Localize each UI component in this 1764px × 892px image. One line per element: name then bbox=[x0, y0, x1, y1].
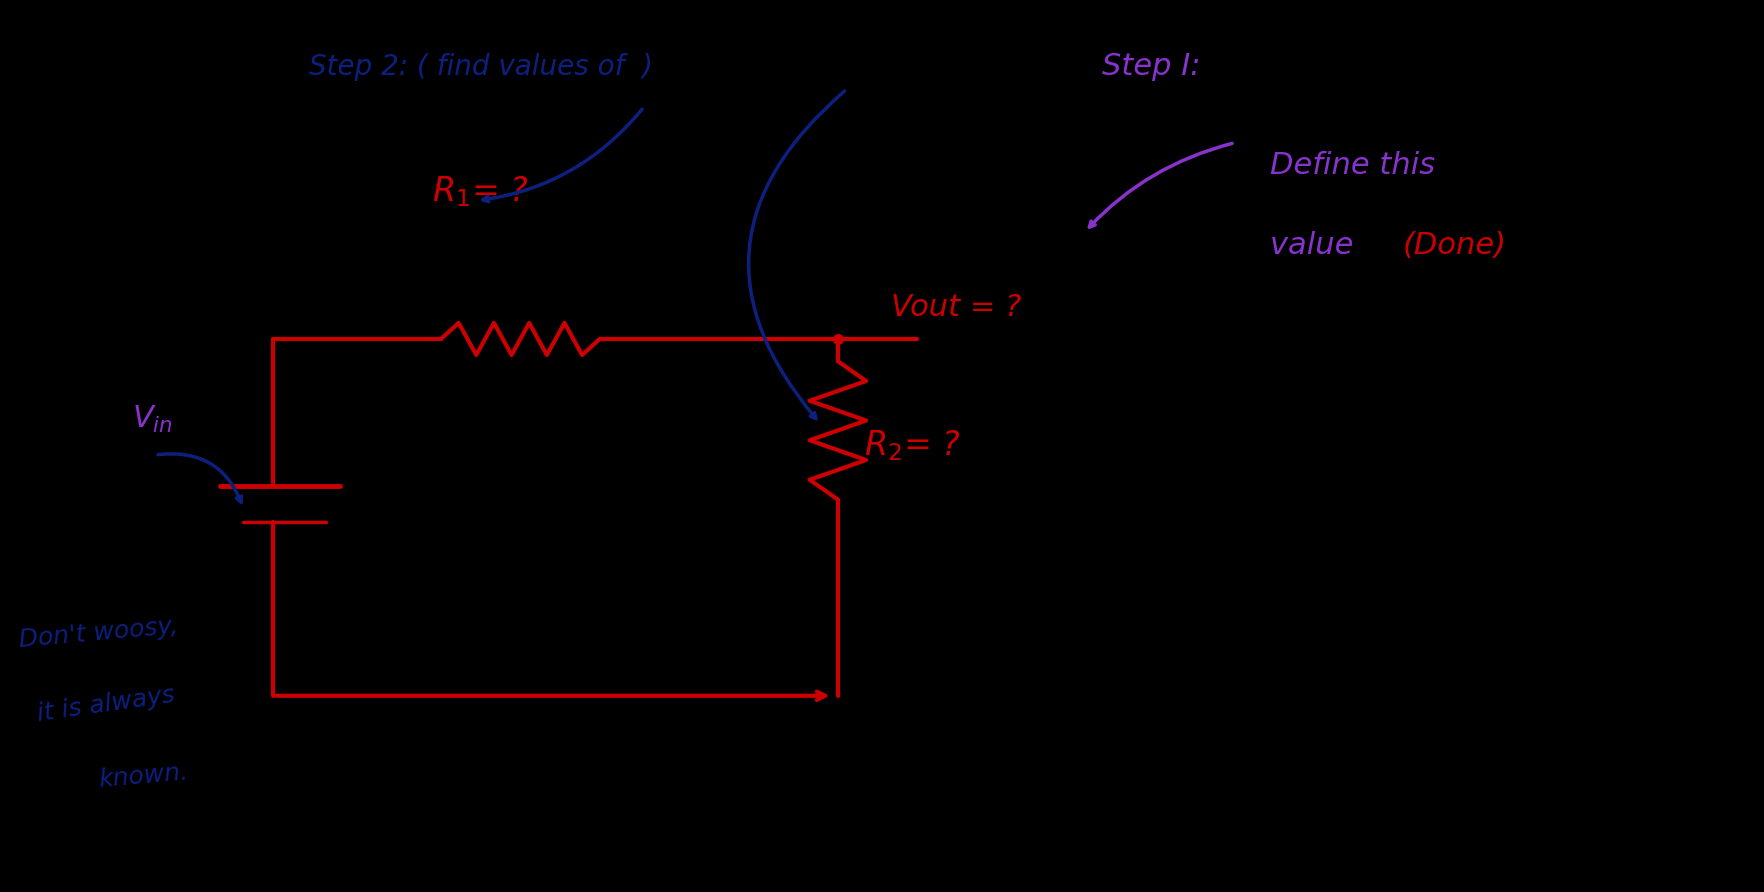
Text: (Done): (Done) bbox=[1402, 231, 1506, 260]
Text: $R_2$= ?: $R_2$= ? bbox=[864, 429, 961, 463]
Text: Step 2: ( find values of  ): Step 2: ( find values of ) bbox=[309, 53, 653, 81]
Text: $R_1$= ?: $R_1$= ? bbox=[432, 175, 529, 209]
Text: it is always: it is always bbox=[35, 683, 176, 726]
Text: Vout = ?: Vout = ? bbox=[891, 293, 1021, 322]
Text: known.: known. bbox=[97, 760, 189, 792]
Text: Don't woosy,: Don't woosy, bbox=[18, 615, 178, 652]
Text: Define this: Define this bbox=[1270, 151, 1436, 179]
Text: value: value bbox=[1270, 231, 1364, 260]
Text: $V_{in}$: $V_{in}$ bbox=[132, 404, 173, 434]
Text: Step I:: Step I: bbox=[1102, 53, 1201, 81]
